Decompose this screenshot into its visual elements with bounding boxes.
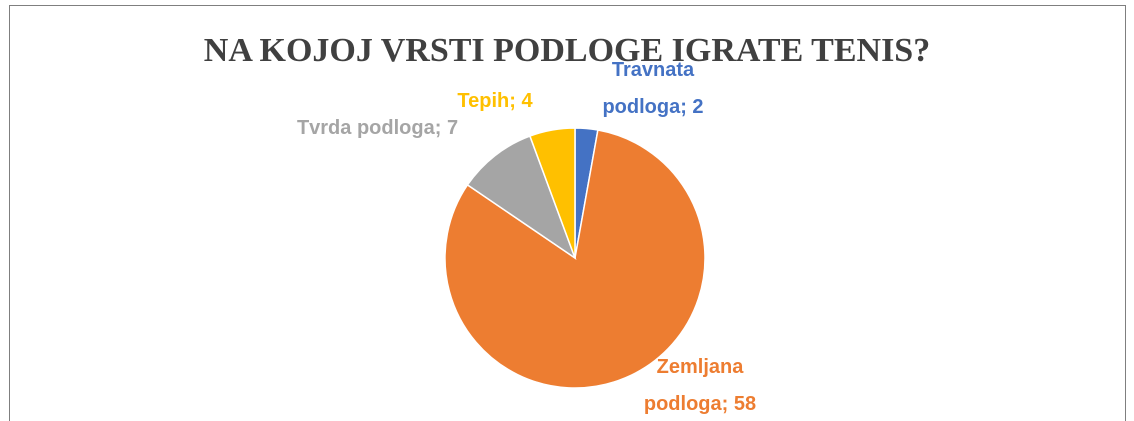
- pie-slice: [466, 135, 577, 260]
- data-label: Tepih; 4: [457, 90, 533, 112]
- data-label: Zemljana podloga; 58: [643, 356, 757, 415]
- pie-slice: [528, 127, 576, 259]
- data-label: Travnata podloga; 2: [602, 59, 704, 118]
- pie-slice: [444, 129, 706, 389]
- data-label: Tvrda podloga; 7: [296, 117, 459, 139]
- chart-frame: [9, 5, 1126, 421]
- chart-title: NA KOJOJ VRSTI PODLOGE IGRATE TENIS?: [203, 32, 931, 69]
